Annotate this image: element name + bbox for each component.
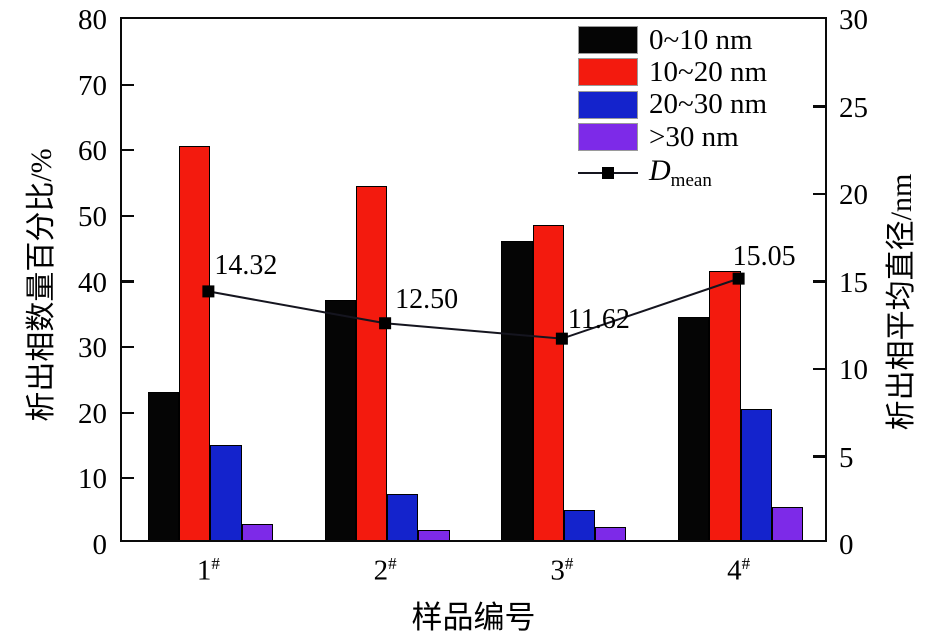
bar-2-30nm [418, 530, 450, 540]
right-axis-tick-label: 30 [839, 4, 868, 36]
legend-square-marker [602, 166, 614, 179]
bar-1-2030nm [210, 444, 242, 540]
left-axis-tick [122, 411, 134, 414]
legend-label: 0~10 nm [649, 23, 753, 56]
bar-4-2030nm [740, 408, 772, 540]
dmean-marker [732, 272, 745, 285]
right-axis-tick [813, 455, 825, 458]
left-axis-tick-label: 10 [78, 463, 107, 496]
right-axis-tick-label: 5 [839, 441, 854, 474]
left-axis-tick-label: 30 [78, 332, 107, 365]
left-axis-tick [122, 477, 134, 480]
legend-item: 10~20 nm [578, 55, 767, 88]
left-axis-tick [122, 149, 134, 152]
bar-2-2030nm [387, 494, 419, 540]
x-category-label: 4# [727, 554, 751, 587]
bar-3-1020nm [532, 225, 564, 540]
left-axis-tick [122, 214, 134, 217]
right-y-axis-title: 析出相平均直径/nm [885, 173, 918, 430]
left-axis-tick [122, 280, 134, 283]
legend-label-dmean: Dmean [649, 153, 712, 191]
plot-area [120, 17, 827, 542]
legend-label: >30 nm [649, 120, 739, 153]
dmean-line-series [202, 272, 745, 345]
right-axis-tick [813, 105, 825, 108]
left-axis-tick-label: 50 [78, 200, 107, 233]
right-axis-tick-label: 15 [839, 266, 868, 299]
dmean-value-label: 14.32 [214, 250, 278, 282]
legend-item: 0~10 nm [578, 23, 767, 56]
legend-label: 10~20 nm [649, 55, 767, 88]
bar-3-010nm [501, 241, 533, 540]
dmean-marker [555, 332, 568, 345]
right-axis-tick-label: 25 [839, 91, 868, 124]
bar-4-010nm [678, 316, 710, 540]
bar-4-1020nm [709, 270, 741, 540]
legend-swatch [578, 123, 638, 152]
right-axis-tick [813, 367, 825, 371]
bar-2-1020nm [355, 185, 388, 540]
x-category-label: 2# [373, 554, 397, 587]
legend-item: >30 nm [578, 120, 767, 153]
legend-line-sample [578, 166, 638, 179]
right-axis-tick [813, 280, 825, 283]
left-axis-tick [122, 83, 134, 86]
bar-1-1020nm [179, 146, 211, 540]
left-axis-tick-label: 60 [78, 135, 107, 168]
x-category-label: 3# [550, 554, 574, 587]
x-axis-title: 样品编号 [411, 600, 536, 633]
bar-4-30nm [771, 507, 804, 540]
dmean-marker [379, 317, 392, 330]
bar-1-30nm [241, 523, 273, 540]
left-axis-tick-label: 0 [92, 529, 108, 561]
bar-3-2030nm [563, 510, 596, 540]
legend-swatch [578, 90, 638, 119]
right-axis-tick [813, 192, 825, 196]
right-axis-tick-label: 10 [839, 354, 868, 386]
dmean-value-label: 11.62 [567, 303, 630, 335]
left-axis-tick-label: 80 [78, 4, 107, 36]
bar-1-010nm [147, 392, 180, 540]
right-axis-tick-label: 20 [839, 179, 868, 211]
bar-2-010nm [324, 300, 356, 540]
left-axis-tick-label: 20 [78, 397, 107, 430]
left-axis-tick [122, 346, 134, 349]
dmean-value-label: 12.50 [395, 284, 459, 316]
legend-item-dmean: Dmean [578, 153, 767, 191]
x-category-label: 1# [196, 554, 220, 587]
dmean-value-label: 15.05 [732, 240, 796, 272]
bar-3-30nm [595, 526, 627, 540]
legend-swatch [578, 26, 638, 54]
legend-label: 20~30 nm [649, 88, 767, 121]
left-axis-tick-label: 40 [78, 266, 107, 299]
legend-item: 20~30 nm [578, 88, 767, 121]
legend: 0~10 nm 10~20 nm 20~30 nm >30 nm Dmean [578, 23, 767, 191]
left-axis-tick-label: 70 [78, 69, 107, 102]
dmean-marker [202, 285, 215, 298]
legend-swatch [578, 58, 638, 87]
right-axis-tick-label: 0 [839, 529, 854, 561]
